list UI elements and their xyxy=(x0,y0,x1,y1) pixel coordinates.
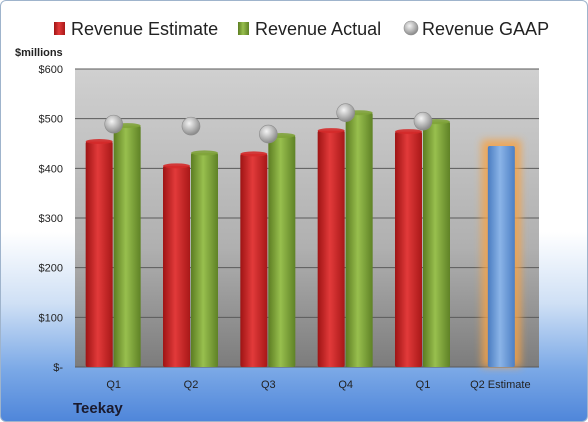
bar-revenue-actual xyxy=(268,135,296,367)
gaap-marker xyxy=(259,124,278,144)
bar-q2-estimate xyxy=(487,145,515,367)
bar-revenue-estimate xyxy=(317,130,345,367)
legend-swatch xyxy=(54,22,65,35)
x-tick-label: Q1 xyxy=(106,379,121,391)
bar-cap xyxy=(317,128,345,134)
bar-cap xyxy=(191,150,218,156)
y-tick-label: $400 xyxy=(39,163,63,175)
legend-swatch xyxy=(403,20,419,36)
gridlines xyxy=(75,68,539,368)
bars xyxy=(85,110,521,368)
bar-revenue-actual xyxy=(113,125,141,368)
y-axis-ticks: $- $100 $200 $300 $400 $500 $600 xyxy=(39,64,64,374)
x-tick-label: Q3 xyxy=(261,379,276,391)
legend-swatch xyxy=(238,22,249,35)
x-tick-label: Q2 xyxy=(184,379,199,391)
legend: Revenue Estimate Revenue Actual Revenue GA… xyxy=(54,19,549,39)
bar-revenue-estimate xyxy=(85,141,113,367)
bar-revenue-actual xyxy=(191,152,218,367)
bar-cap xyxy=(240,151,268,157)
gaap-markers xyxy=(104,103,433,144)
bar-cap xyxy=(85,139,113,145)
gaap-marker xyxy=(413,111,433,131)
y-tick-label: $200 xyxy=(39,263,63,275)
gaap-marker xyxy=(104,114,123,134)
x-tick-label: Q4 xyxy=(338,379,353,391)
y-tick-label: $300 xyxy=(39,213,63,225)
company-name: Teekay xyxy=(73,400,123,417)
bar-cap xyxy=(395,129,422,135)
bar-cap xyxy=(163,163,190,169)
legend-label: Revenue Estimate xyxy=(71,19,218,39)
y-tick-label: $500 xyxy=(39,114,63,126)
y-tick-label: $100 xyxy=(39,312,63,324)
x-tick-label: Q1 xyxy=(416,379,431,391)
bar-revenue-actual xyxy=(423,121,450,367)
bar-revenue-estimate xyxy=(395,131,422,367)
gaap-marker xyxy=(336,103,355,123)
legend-label: Revenue GAAP xyxy=(422,19,549,39)
y-tick-label: $600 xyxy=(39,64,63,76)
x-tick-label: Q2 Estimate xyxy=(470,379,531,391)
bar-revenue-actual xyxy=(345,112,373,367)
gaap-marker xyxy=(181,116,201,136)
legend-label: Revenue Actual xyxy=(255,19,381,39)
y-tick-label: $- xyxy=(53,362,63,374)
bar-revenue-estimate xyxy=(240,153,268,367)
bar-revenue-estimate xyxy=(163,165,190,367)
x-axis-ticks: Q1 Q2 Q3 Q4 Q1 Q2 Estimate xyxy=(106,379,530,391)
y-axis-unit-label: $millions xyxy=(15,47,63,59)
